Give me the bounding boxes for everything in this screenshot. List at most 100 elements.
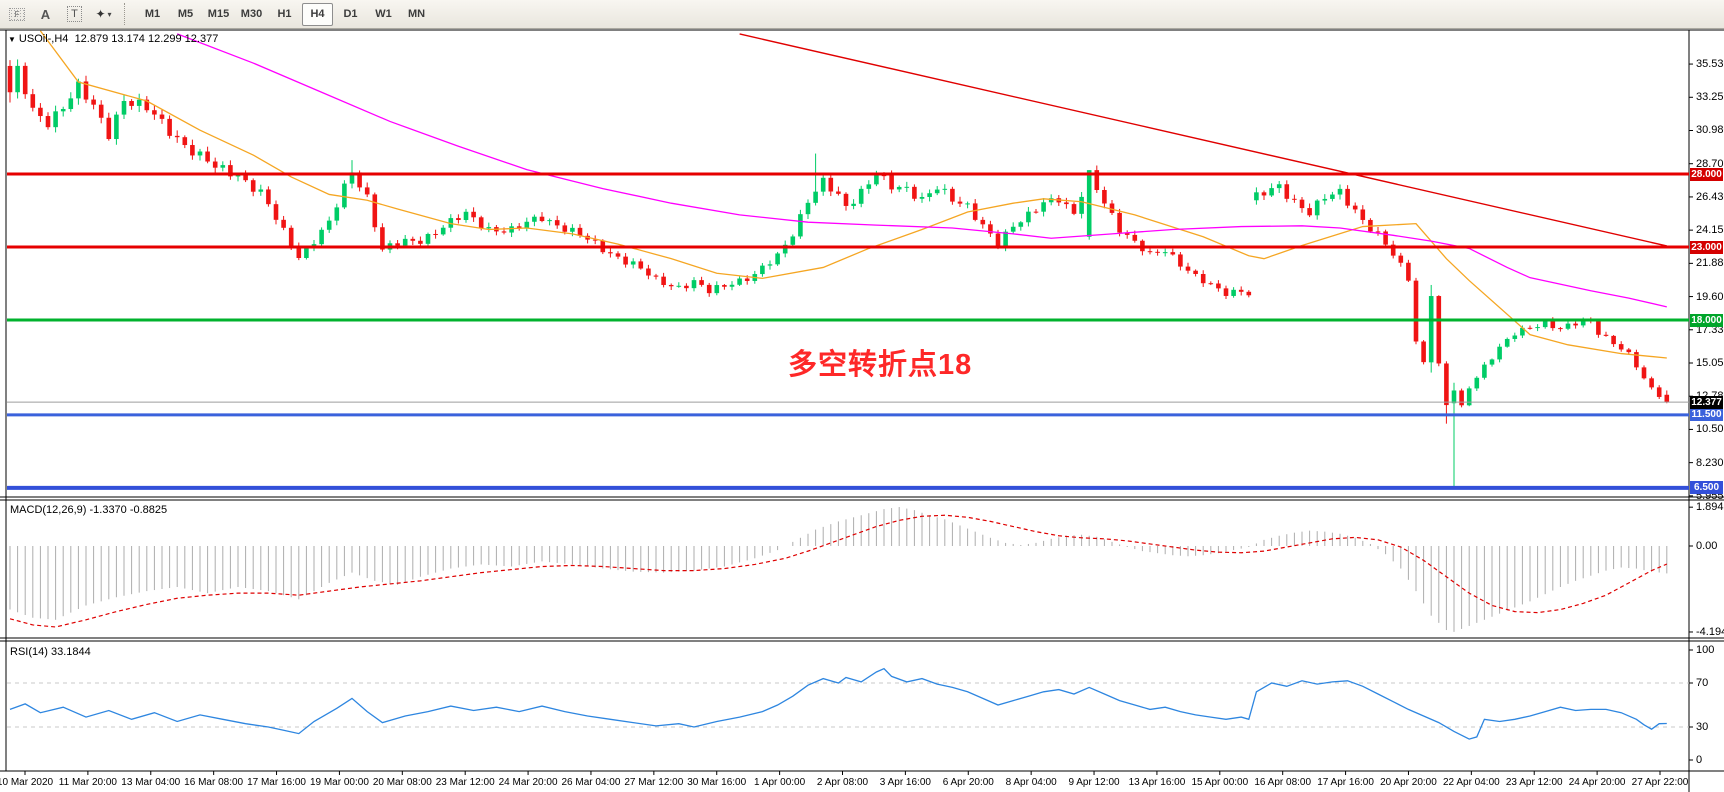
- trendline[interactable]: [739, 33, 1667, 247]
- candle: [912, 186, 917, 199]
- candle: [38, 107, 43, 117]
- candle: [608, 252, 613, 254]
- ma-slow-line[interactable]: [176, 33, 1667, 308]
- candle: [1474, 377, 1480, 389]
- candle: [1041, 202, 1046, 212]
- candle: [1542, 320, 1548, 328]
- candle: [950, 188, 955, 202]
- text-tool-icon[interactable]: T: [60, 3, 89, 25]
- candle: [167, 118, 172, 136]
- timeframe-bar: M1 M5 M15 M30 H1 H4 D1 W1 MN: [136, 2, 433, 26]
- style-tool-icon[interactable]: ✦ ▾: [95, 7, 112, 21]
- candle: [114, 114, 119, 140]
- candle: [448, 218, 454, 228]
- candle: [1010, 226, 1016, 232]
- candle: [1026, 211, 1031, 223]
- candle: [1603, 334, 1609, 336]
- candle: [152, 110, 157, 115]
- candle: [1611, 335, 1616, 345]
- timeframe-button-W1[interactable]: W1: [375, 7, 392, 20]
- price-chart-canvas[interactable]: [0, 29, 1724, 792]
- candle: [1071, 204, 1077, 214]
- candle: [889, 175, 894, 190]
- candle: [1580, 320, 1586, 326]
- candle: [934, 189, 940, 194]
- candle: [121, 101, 127, 115]
- candle: [836, 191, 841, 194]
- candle: [30, 94, 36, 108]
- candle: [775, 253, 780, 265]
- candle: [304, 246, 309, 258]
- candle: [1276, 184, 1282, 189]
- candle: [714, 285, 720, 294]
- candle: [1155, 251, 1160, 253]
- candle: [1436, 296, 1442, 364]
- candle: [144, 99, 150, 111]
- timeframe-button-M15[interactable]: M15: [207, 7, 230, 20]
- candle: [828, 177, 834, 192]
- candle: [843, 193, 849, 206]
- candle: [532, 216, 537, 222]
- candle: [699, 280, 704, 285]
- expert-grid-icon[interactable]: F: [2, 3, 31, 25]
- candle: [805, 202, 811, 215]
- candle: [372, 194, 378, 228]
- candle: [706, 284, 712, 294]
- timeframe-button-M1[interactable]: M1: [144, 7, 161, 20]
- candle: [729, 284, 735, 287]
- candle: [1558, 328, 1563, 330]
- candle: [1459, 390, 1464, 406]
- candle: [53, 111, 58, 128]
- candle: [524, 221, 530, 228]
- candle: [258, 189, 264, 192]
- candle: [357, 172, 362, 188]
- candle: [129, 101, 134, 106]
- candle: [790, 236, 796, 245]
- candle: [1193, 270, 1198, 274]
- candle: [1246, 291, 1252, 296]
- candle: [1512, 335, 1518, 339]
- chart-area[interactable]: ▼ USOil-,H4 12.879 13.174 12.299 12.377 M…: [0, 29, 1724, 792]
- candle: [98, 104, 104, 118]
- candle: [190, 145, 195, 156]
- candle: [1064, 202, 1069, 205]
- timeframe-button-H4[interactable]: H4: [302, 2, 333, 26]
- candle: [767, 264, 773, 266]
- candle: [1033, 211, 1039, 213]
- candle: [1337, 188, 1343, 195]
- candle: [995, 233, 1001, 247]
- candle: [1162, 252, 1168, 254]
- timeframe-button-MN[interactable]: MN: [407, 7, 426, 20]
- candle: [235, 175, 241, 177]
- timeframe-button-M30[interactable]: M30: [240, 7, 263, 20]
- candle: [1360, 209, 1366, 220]
- candle: [691, 280, 697, 289]
- timeframe-button-D1[interactable]: D1: [343, 7, 358, 20]
- candle: [1664, 394, 1670, 403]
- candle: [402, 238, 408, 246]
- label-tool-icon[interactable]: A: [40, 6, 51, 22]
- rsi-line: [9, 667, 1667, 740]
- candle: [737, 278, 742, 285]
- candle: [1269, 188, 1274, 196]
- ma-fast-line[interactable]: [39, 30, 1667, 359]
- candle: [653, 275, 659, 277]
- candle: [980, 219, 986, 225]
- timeframe-button-M5[interactable]: M5: [177, 7, 194, 20]
- candle: [1634, 352, 1639, 368]
- candle: [1466, 388, 1472, 406]
- candle: [76, 81, 81, 99]
- candle: [1147, 251, 1153, 253]
- candle: [334, 207, 340, 221]
- candle: [1223, 288, 1229, 296]
- candle: [1618, 344, 1624, 350]
- candle: [364, 187, 370, 195]
- candle: [813, 191, 818, 203]
- candle: [1094, 170, 1100, 190]
- candle: [965, 203, 970, 205]
- candle: [1406, 262, 1411, 281]
- candle: [425, 233, 431, 244]
- timeframe-button-H1[interactable]: H1: [277, 7, 292, 20]
- candle: [1079, 196, 1084, 214]
